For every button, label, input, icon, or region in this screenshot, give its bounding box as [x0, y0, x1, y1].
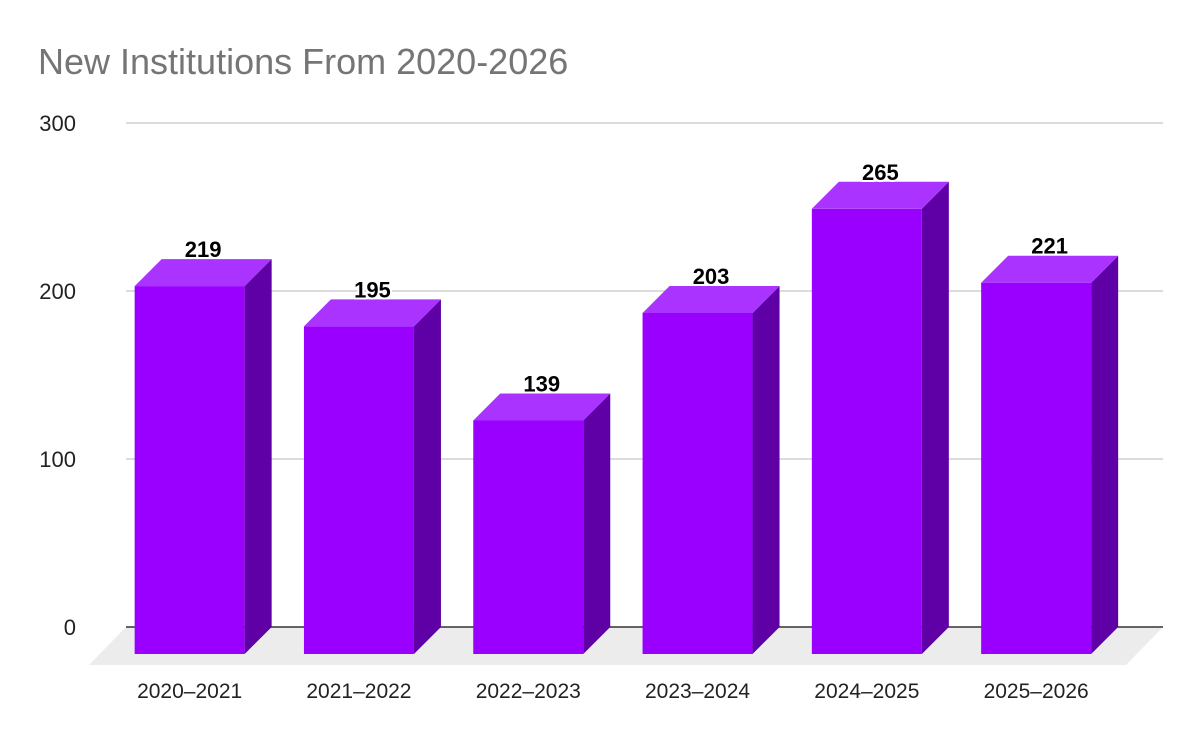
bar-front: [981, 282, 1092, 654]
y-tick-label: 100: [39, 447, 76, 472]
x-tick-label: 2020–2021: [137, 680, 242, 703]
data-label: 195: [354, 277, 391, 302]
data-label: 203: [693, 264, 730, 289]
y-tick-label: 300: [39, 111, 76, 136]
x-tick-label: 2025–2026: [984, 680, 1089, 703]
data-label: 139: [523, 371, 560, 396]
y-tick-label: 200: [39, 279, 76, 304]
bar: [473, 393, 611, 654]
bar-top: [981, 255, 1119, 283]
bar-side: [1091, 255, 1119, 654]
chart-title: New Institutions From 2020-2026: [38, 41, 568, 82]
bar-top: [473, 393, 611, 421]
bar-front: [303, 326, 414, 654]
bar-front: [642, 312, 753, 654]
data-label: 221: [1031, 234, 1068, 259]
bar-side: [583, 393, 611, 654]
bar-side: [413, 299, 441, 654]
bar-side: [921, 181, 949, 655]
bar-top: [303, 299, 441, 327]
bar-top: [811, 181, 949, 209]
x-tick-label: 2022–2023: [476, 680, 581, 703]
bar: [303, 299, 441, 654]
x-tick-label: 2021–2022: [306, 680, 411, 703]
bar-front: [134, 286, 245, 654]
bar: [811, 181, 949, 655]
bar-front: [811, 208, 922, 655]
bar-front: [473, 420, 584, 654]
y-tick-label: 0: [64, 615, 76, 640]
bar: [642, 285, 780, 654]
bar-top: [134, 259, 272, 287]
data-label: 265: [862, 160, 899, 185]
x-tick-label: 2023–2024: [645, 680, 750, 703]
bar-side: [752, 285, 780, 654]
bar: [981, 255, 1119, 654]
bar-top: [642, 285, 780, 313]
bar-side: [244, 259, 272, 654]
x-tick-label: 2024–2025: [814, 680, 919, 703]
bar: [134, 259, 272, 654]
data-label: 219: [185, 237, 222, 262]
